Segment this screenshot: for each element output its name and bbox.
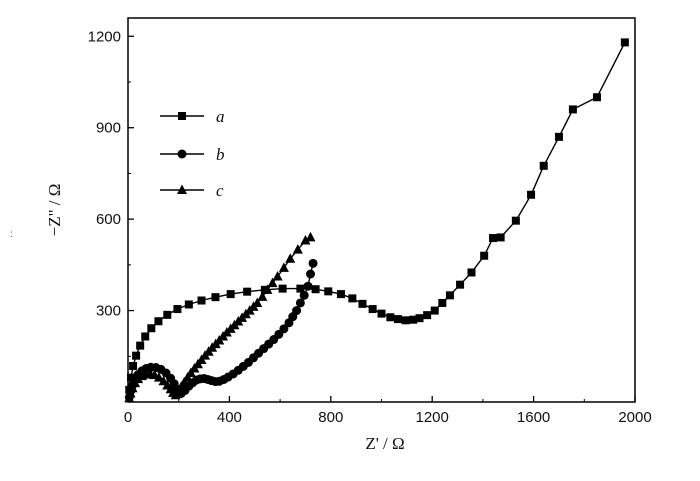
data-point-a	[489, 234, 498, 243]
data-point-b	[308, 258, 318, 268]
data-point-b	[303, 281, 313, 291]
legend-marker-b	[177, 149, 187, 159]
data-point-a	[129, 362, 138, 371]
x-tick-label: 1600	[517, 409, 550, 426]
data-point-c	[285, 253, 296, 263]
series-line-a	[128, 42, 626, 390]
data-point-a	[401, 316, 410, 325]
y-tick-label: 300	[96, 303, 121, 320]
data-point-c	[305, 231, 316, 242]
data-point-a	[211, 293, 220, 302]
legend-label-c: c	[216, 181, 224, 200]
data-point-c	[300, 234, 311, 245]
data-point-a	[278, 284, 287, 293]
data-point-a	[163, 310, 172, 319]
data-point-a	[480, 251, 489, 260]
y-axis-ticks: 300 600 900 1200	[88, 28, 134, 357]
series-c	[124, 231, 316, 403]
data-point-c	[272, 270, 283, 281]
data-point-a	[173, 305, 182, 314]
data-point-a	[467, 268, 476, 277]
data-point-a	[136, 341, 145, 350]
data-point-a	[456, 280, 465, 289]
data-point-a	[348, 294, 357, 303]
data-point-a	[554, 132, 563, 141]
legend-marker-c	[177, 184, 187, 194]
data-point-a	[147, 324, 156, 333]
data-point-a	[141, 332, 150, 341]
x-tick-label: 2000	[618, 409, 651, 426]
legend: abc	[160, 107, 225, 200]
x-tick-label: 0	[124, 409, 132, 426]
data-point-a	[415, 314, 424, 323]
y-tick-label: 1200	[88, 28, 121, 45]
data-point-b	[306, 269, 316, 279]
legend-label-b: b	[216, 145, 225, 164]
data-point-a	[296, 284, 305, 293]
x-tick-label: 400	[217, 409, 242, 426]
data-point-a	[377, 309, 386, 318]
series-a	[125, 38, 629, 394]
data-point-c	[257, 291, 268, 301]
x-axis-ticks: 0 400 800 1200 1600 2000	[124, 396, 652, 426]
data-point-c	[125, 387, 136, 398]
data-point-c	[252, 297, 263, 307]
data-point-a	[154, 317, 163, 326]
x-tick-label: 1200	[416, 409, 449, 426]
data-point-a	[409, 315, 418, 324]
data-point-a	[184, 300, 193, 309]
y-tick-label: 600	[96, 211, 121, 228]
plot-frame	[127, 17, 636, 403]
data-point-a	[430, 306, 439, 315]
series-layer	[124, 38, 629, 403]
x-tick-label: 800	[318, 409, 343, 426]
data-point-c	[153, 372, 164, 382]
data-point-c	[127, 382, 138, 393]
data-point-a	[445, 291, 454, 300]
x-axis-title: Z' / Ω	[365, 434, 404, 453]
data-point-a	[386, 313, 395, 322]
data-point-a	[496, 233, 505, 242]
data-point-b	[279, 324, 289, 334]
data-point-c	[292, 244, 303, 254]
data-point-a	[620, 38, 629, 47]
data-point-a	[368, 305, 377, 314]
data-point-a	[568, 105, 577, 114]
data-point-c	[267, 277, 278, 288]
data-point-a	[539, 161, 548, 170]
data-point-a	[243, 287, 252, 296]
data-point-a	[527, 190, 536, 199]
data-point-a	[358, 299, 367, 308]
data-point-a	[324, 287, 333, 296]
data-point-a	[132, 351, 141, 360]
data-point-b	[299, 290, 309, 300]
y-axis-title: −Z" / Ω	[45, 184, 64, 237]
legend-marker-a	[178, 112, 186, 120]
data-point-a	[592, 93, 601, 102]
y-tick-label: 900	[96, 120, 121, 137]
data-point-a	[197, 296, 206, 305]
data-point-c	[173, 386, 184, 396]
data-point-a	[226, 290, 235, 299]
data-point-a	[423, 311, 432, 320]
data-point-b	[292, 306, 302, 316]
legend-label-a: a	[216, 107, 225, 126]
data-point-a	[438, 298, 447, 307]
data-point-c	[124, 392, 135, 403]
data-point-b	[295, 298, 305, 308]
data-point-a	[511, 216, 520, 225]
data-point-c	[278, 262, 289, 272]
data-point-a	[311, 285, 320, 294]
data-point-a	[393, 315, 402, 324]
data-point-c	[262, 284, 273, 294]
data-point-a	[336, 290, 345, 299]
stray-mark: :	[10, 229, 13, 240]
